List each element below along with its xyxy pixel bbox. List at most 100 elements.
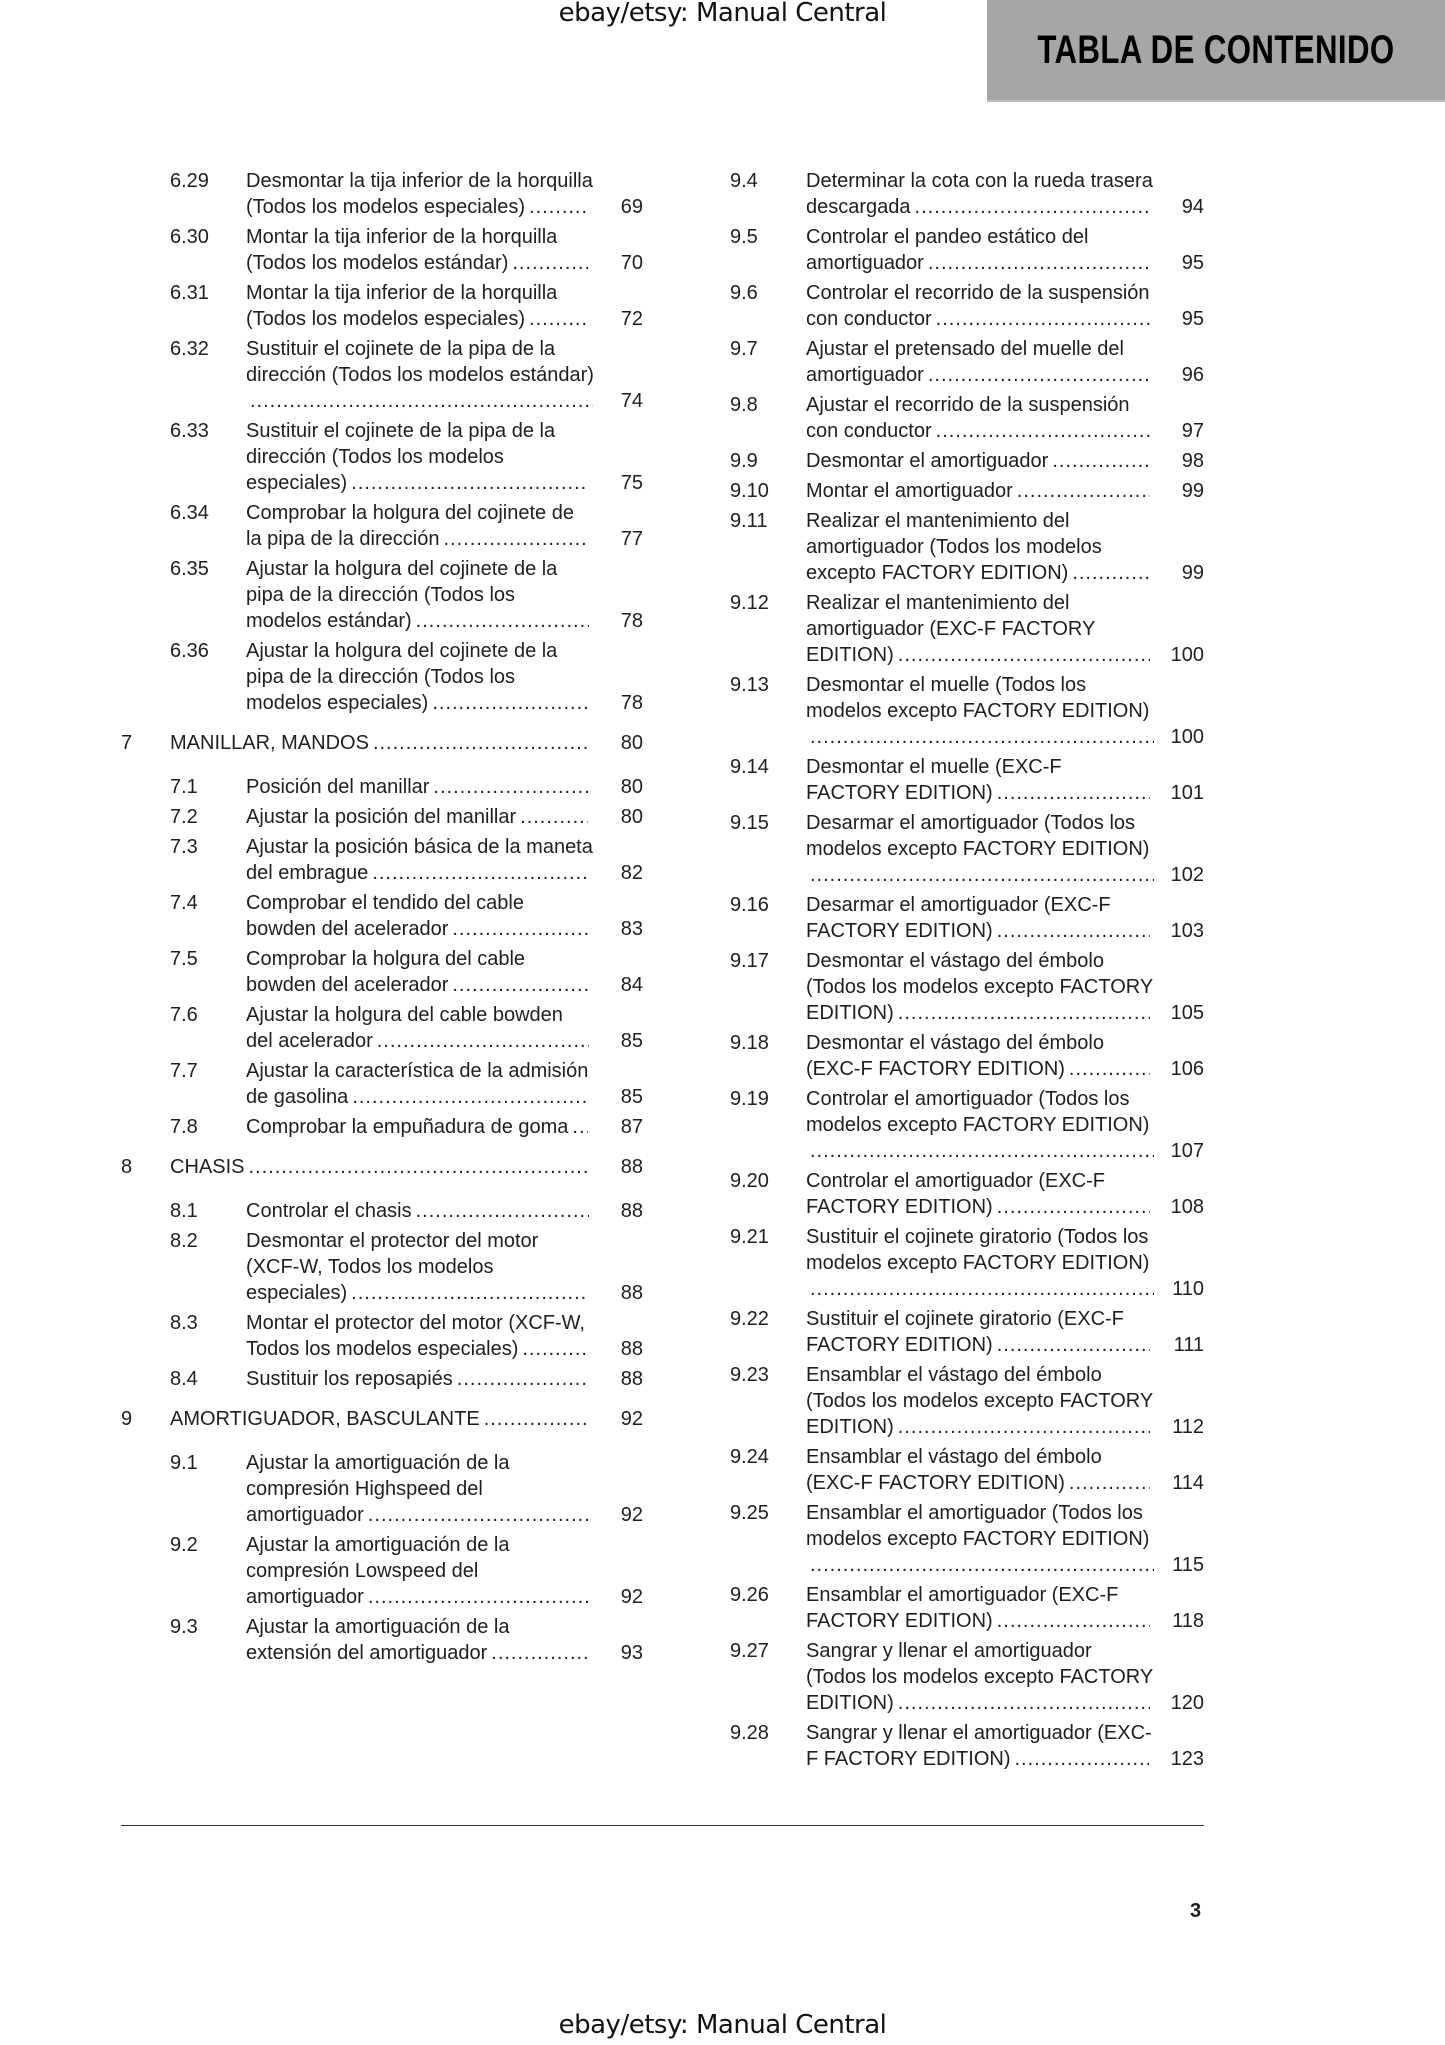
dot-leader: ........................................… [897,1416,1150,1438]
toc-entry[interactable]: 9.11 Realizar el mantenimiento del amorti… [730,508,1204,586]
dot-leader: ........................................… [810,864,1154,886]
toc-entry[interactable]: 9.3 Ajustar la amortiguación de la extens… [170,1614,643,1666]
toc-title: Desmontar el vástago del émbolo (Todos l… [806,950,1153,1024]
toc-page: 75 [620,472,643,494]
toc-page: 107 [1170,1140,1204,1162]
toc-number: 8.4 [170,1368,198,1390]
toc-entry[interactable]: 9.19 Controlar el amortiguador (Todos los… [730,1086,1204,1164]
toc-entry[interactable]: 8.2 Desmontar el protector del motor (XCF… [170,1228,643,1306]
toc-entry[interactable]: 7.4 Comprobar el tendido del cable bowden… [170,890,643,942]
toc-entry[interactable]: 7.6 Ajustar la holgura del cable bowden d… [170,1002,643,1054]
toc-entry[interactable]: 9.7 Ajustar el pretensado del muelle del … [730,336,1204,388]
toc-entry[interactable]: 6.34 Comprobar la holgura del cojinete de… [170,500,643,552]
toc-page: 78 [620,692,643,714]
toc-entry[interactable]: 9.28 Sangrar y llenar el amortiguador (EX… [730,1720,1204,1772]
toc-entry[interactable]: 9.16 Desarmar el amortiguador (EXC-F FACT… [730,892,1204,944]
toc-entry[interactable]: 7.5 Comprobar la holgura del cable bowden… [170,946,643,998]
toc-entry[interactable]: 9.25 Ensamblar el amortiguador (Todos los… [730,1500,1204,1578]
toc-entry[interactable]: 9.22 Sustituir el cojinete giratorio (EXC… [730,1306,1204,1358]
toc-entry[interactable]: 7.1 Posición del manillar................… [170,774,643,800]
toc-entry[interactable]: 7.2 Ajustar la posición del manillar.....… [170,804,643,830]
toc-entry[interactable]: 6.30 Montar la tija inferior de la horqui… [170,224,643,276]
toc-text: Controlar el pandeo estático del amortig… [806,224,1204,276]
toc-number: 7.3 [170,836,198,858]
toc-entry[interactable]: 9.27 Sangrar y llenar el amortiguador (To… [730,1638,1204,1716]
toc-text: Montar la tija inferior de la horquilla … [246,280,643,332]
toc-entry[interactable]: 9.24 Ensamblar el vástago del émbolo (EXC… [730,1444,1204,1496]
toc-entry[interactable]: 6.32 Sustituir el cojinete de la pipa de … [170,336,643,414]
toc-title: Desarmar el amortiguador (EXC-F FACTORY … [806,894,1111,942]
toc-entry[interactable]: 9.17 Desmontar el vástago del émbolo (Tod… [730,948,1204,1026]
toc-entry[interactable]: 7.7 Ajustar la característica de la admis… [170,1058,643,1110]
toc-entry[interactable]: 7.8 Comprobar la empuñadura de goma......… [170,1114,643,1140]
toc-entry[interactable]: 9.13 Desmontar el muelle (Todos los model… [730,672,1204,750]
toc-number: 9.3 [170,1616,198,1638]
watermark-top: ebay/etsy: Manual Central [558,0,887,28]
toc-title: Comprobar el tendido del cable bowden de… [246,892,524,940]
toc-entry[interactable]: 9.21 Sustituir el cojinete giratorio (Tod… [730,1224,1204,1302]
toc-page: 106 [1170,1058,1204,1080]
dot-leader: ........................................… [1014,1748,1149,1770]
dot-leader: ........................................… [415,610,589,632]
toc-chapter[interactable]: 7 MANILLAR, MANDOS.......................… [121,730,643,756]
toc-entry[interactable]: 9.8 Ajustar el recorrido de la suspensión… [730,392,1204,444]
watermark-bottom: ebay/etsy: Manual Central [558,2010,887,2040]
toc-text: Ajustar la holgura del cojinete de la pi… [246,556,643,634]
toc-text: Ajustar la holgura del cojinete de la pi… [246,638,643,716]
toc-entry[interactable]: 9.6 Controlar el recorrido de la suspensi… [730,280,1204,332]
toc-chapter[interactable]: 9 AMORTIGUADOR, BASCULANTE...............… [121,1406,643,1432]
toc-page: 94 [1181,196,1204,218]
toc-title: Montar el amortiguador [806,480,1013,502]
toc-number: 6.30 [170,226,209,248]
toc-title: Sustituir el cojinete de la pipa de la d… [246,420,556,494]
toc-entry[interactable]: 9.5 Controlar el pandeo estático del amor… [730,224,1204,276]
toc-entry[interactable]: 9.4 Determinar la cota con la rueda trase… [730,168,1204,220]
toc-title: Desmontar el protector del motor (XCF-W,… [246,1230,539,1304]
toc-number: 9.15 [730,812,769,834]
toc-entry[interactable]: 9.23 Ensamblar el vástago del émbolo (Tod… [730,1362,1204,1440]
toc-entry[interactable]: 6.31 Montar la tija inferior de la horqui… [170,280,643,332]
section-header: TABLA DE CONTENIDO [987,0,1445,102]
toc-title: Montar el protector del motor (XCF-W, To… [246,1312,585,1360]
toc-title: Desmontar la tija inferior de la horquil… [246,170,593,218]
toc-number: 9.12 [730,592,769,614]
toc-entry[interactable]: 9.18 Desmontar el vástago del émbolo (EXC… [730,1030,1204,1082]
toc-entry[interactable]: 9.15 Desarmar el amortiguador (Todos los … [730,810,1204,888]
toc-number: 9.9 [730,450,758,472]
toc-entry[interactable]: 8.1 Controlar el chasis..................… [170,1198,643,1224]
toc-entry[interactable]: 9.26 Ensamblar el amortiguador (EXC-F FAC… [730,1582,1204,1634]
toc-entry[interactable]: 8.4 Sustituir los reposapiés.............… [170,1366,643,1392]
toc-text: Realizar el mantenimiento del amortiguad… [806,590,1204,668]
toc-number: 9.16 [730,894,769,916]
toc-entry[interactable]: 7.3 Ajustar la posición básica de la mane… [170,834,643,886]
toc-text: Desmontar el vástago del émbolo (EXC-F F… [806,1030,1204,1082]
toc-entry[interactable]: 6.36 Ajustar la holgura del cojinete de l… [170,638,643,716]
toc-chapter[interactable]: 8 CHASIS.................................… [121,1154,643,1180]
toc-entry[interactable]: 6.33 Sustituir el cojinete de la pipa de … [170,418,643,496]
toc-entry[interactable]: 9.20 Controlar el amortiguador (EXC-F FAC… [730,1168,1204,1220]
toc-title: Ensamblar el amortiguador (EXC-F FACTORY… [806,1584,1119,1632]
toc-number: 7.4 [170,892,198,914]
toc-number: 9.11 [730,510,768,532]
dot-leader: ........................................… [996,1610,1150,1632]
toc-entry[interactable]: 9.12 Realizar el mantenimiento del amorti… [730,590,1204,668]
toc-title: Desmontar el vástago del émbolo (EXC-F F… [806,1032,1104,1080]
toc-entry[interactable]: 6.35 Ajustar la holgura del cojinete de l… [170,556,643,634]
toc-entry[interactable]: 9.2 Ajustar la amortiguación de la compre… [170,1532,643,1610]
toc-number: 9.14 [730,756,769,778]
toc-entry[interactable]: 9.14 Desmontar el muelle (EXC-F FACTORY E… [730,754,1204,806]
toc-entry[interactable]: 6.29 Desmontar la tija inferior de la hor… [170,168,643,220]
toc-title: Controlar el amortiguador (EXC-F FACTORY… [806,1170,1105,1218]
toc-entry[interactable]: 9.10 Montar el amortiguador..............… [730,478,1204,504]
toc-number: 9.20 [730,1170,769,1192]
toc-title: Determinar la cota con la rueda trasera … [806,170,1153,218]
toc-page: 88 [620,1282,643,1304]
dot-leader: ........................................… [250,390,593,412]
dot-leader: ........................................… [810,1278,1154,1300]
toc-entry[interactable]: 9.9 Desmontar el amortiguador............… [730,448,1204,474]
toc-title: Desmontar el muelle (Todos los modelos e… [806,674,1150,722]
toc-entry[interactable]: 8.3 Montar el protector del motor (XCF-W,… [170,1310,643,1362]
toc-text: Ensamblar el amortiguador (EXC-F FACTORY… [806,1582,1204,1634]
toc-entry[interactable]: 9.1 Ajustar la amortiguación de la compre… [170,1450,643,1528]
toc-number: 9.8 [730,394,758,416]
